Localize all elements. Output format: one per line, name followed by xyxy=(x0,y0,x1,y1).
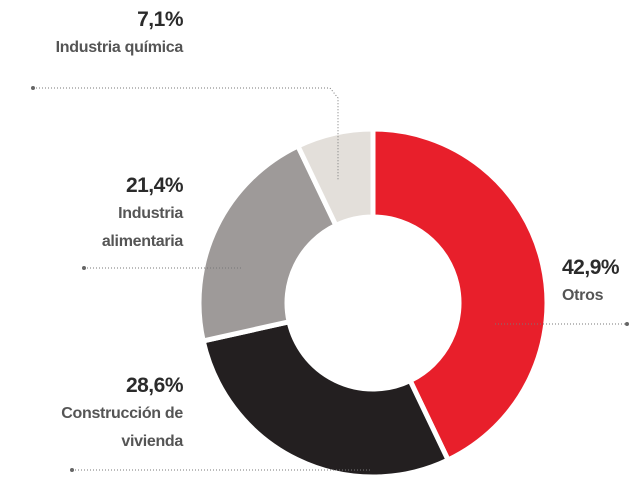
category-label: Industria química xyxy=(55,39,184,56)
donut-segment xyxy=(370,126,550,463)
leader-dot xyxy=(82,266,86,270)
leader-dot xyxy=(70,468,74,472)
leader-dot xyxy=(31,86,35,90)
value-label: 21,4% xyxy=(125,174,184,197)
value-label: 28,6% xyxy=(125,374,184,397)
value-label: 7,1% xyxy=(137,8,183,31)
donut xyxy=(196,126,550,480)
value-label: 42,9% xyxy=(562,256,620,279)
slice-label: 7,1% Industria química xyxy=(13,6,184,62)
slice-label: 21,4% Industria alimentaria xyxy=(53,172,184,256)
slice-label: 42,9% Otros xyxy=(562,254,631,310)
donut-segment xyxy=(295,126,376,228)
donut-segment xyxy=(196,143,339,344)
category-label: Otros xyxy=(562,287,604,304)
leader-dot xyxy=(625,322,629,326)
leader-line xyxy=(33,87,339,180)
slice-label: 28,6% Construcción de vivienda xyxy=(53,372,183,456)
category-label: Construcción de vivienda xyxy=(61,405,183,450)
leader-lines xyxy=(31,86,629,472)
category-label: Industria alimentaria xyxy=(101,205,183,250)
donut-segment xyxy=(200,319,451,480)
